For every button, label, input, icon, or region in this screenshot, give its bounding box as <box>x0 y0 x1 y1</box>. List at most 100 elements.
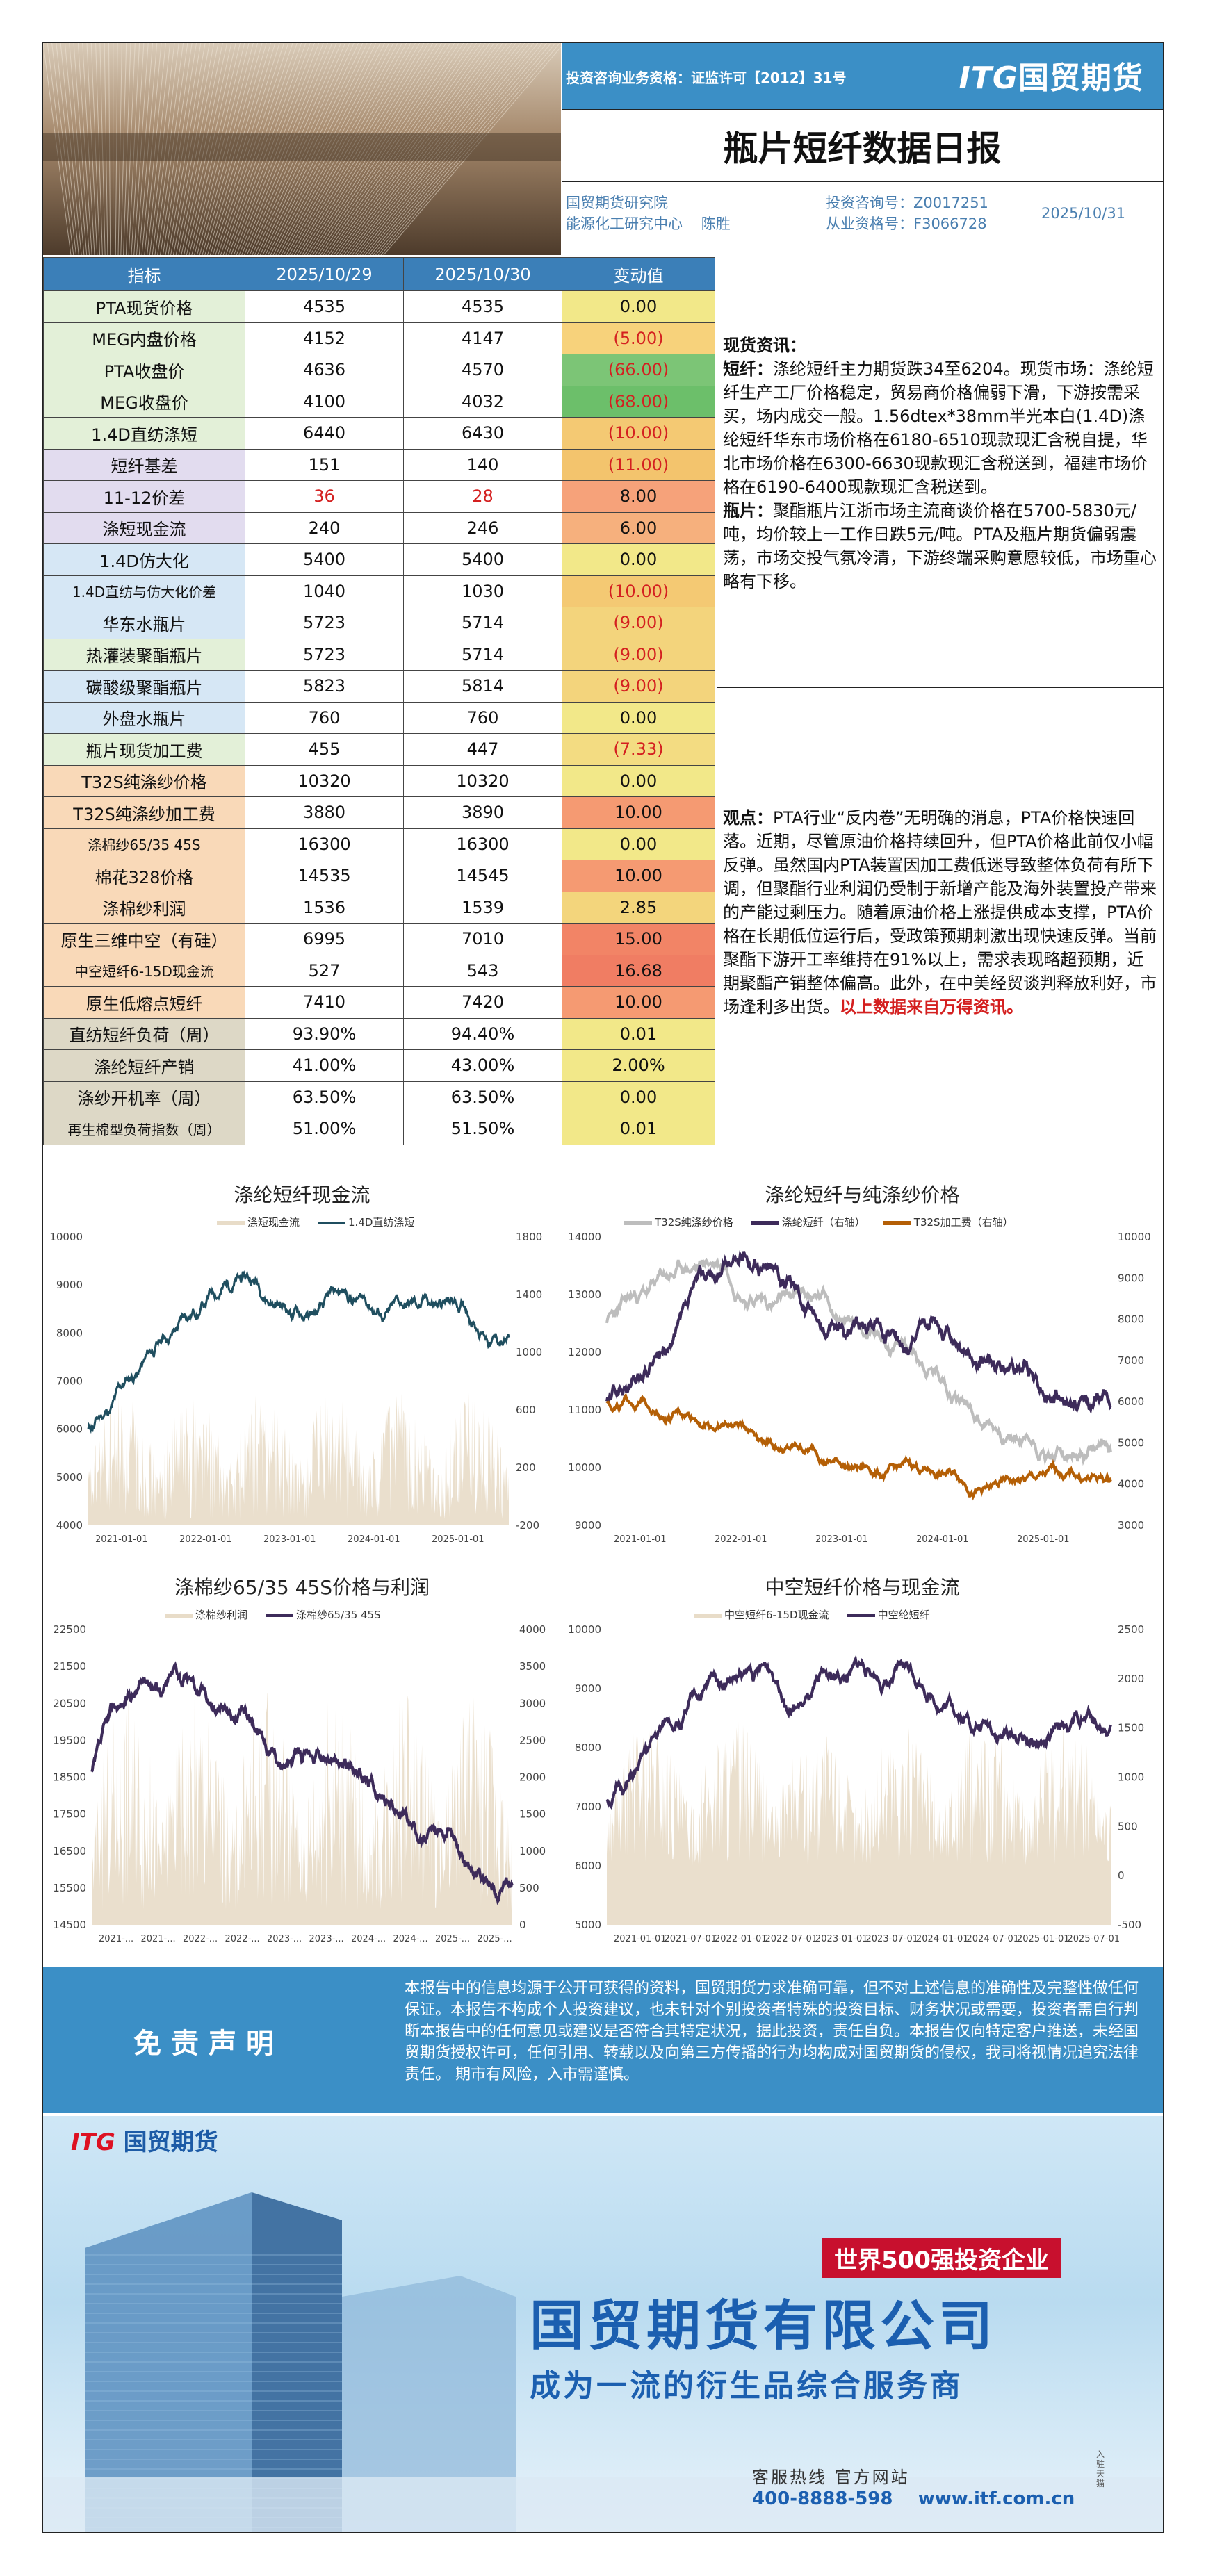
chart-svg: 14000 13000 12000 11000 10000 9000 10000 9000 80… <box>568 1231 1151 1545</box>
value-cell-date1: 5400 <box>245 543 404 576</box>
y-tick-left: 10000 <box>49 1231 83 1243</box>
change-cell: (7.33) <box>562 733 715 766</box>
chart-svg: 1000090008000700060005000250020001500100… <box>568 1623 1144 1944</box>
x-tick: 2023-01-01 <box>815 1534 868 1545</box>
y-tick-left: 10000 <box>568 1461 601 1474</box>
change-cell: (5.00) <box>562 322 715 354</box>
table-row: 华东水瓶片 5723 5714 (9.00) <box>43 607 715 639</box>
y-tick-right: 1500 <box>1118 1722 1144 1734</box>
line-series <box>605 1654 1112 1810</box>
ad-slogan-top: 世界500强投资企业 <box>822 2238 1061 2278</box>
change-cell: 2.00% <box>562 1049 715 1082</box>
table-row: T32S纯涤纱加工费 3880 3890 10.00 <box>43 796 715 829</box>
value-cell-date2: 4535 <box>403 290 562 323</box>
value-cell-date1: 16300 <box>245 828 404 860</box>
change-cell: (9.00) <box>562 670 715 703</box>
table-row: 瓶片现货加工费 455 447 (7.33) <box>43 733 715 766</box>
value-cell-date1: 5723 <box>245 607 404 639</box>
chart-hollow-sf: 中空短纤价格与现金流 中空短纤6-15D现金流 中空纶短纤 10000 9000 8… <box>562 1567 1163 1963</box>
chart-svg: 22500 21500 20500 19500 18500 17500 16500 15500… <box>53 1623 546 1944</box>
indicator-cell: 瓶片现货加工费 <box>43 733 245 766</box>
y-tick-left: 11000 <box>568 1404 601 1416</box>
y-tick-right: 5000 <box>1118 1436 1144 1449</box>
value-cell-date1: 5723 <box>245 638 404 671</box>
area-series <box>607 1720 1111 1925</box>
change-cell: (11.00) <box>562 448 715 481</box>
table-row: T32S纯涤纱价格 10320 10320 0.00 <box>43 764 715 797</box>
indicator-cell: 1.4D直纺涤短 <box>43 417 245 450</box>
chart-legend: 中空短纤6-15D现金流 中空纶短纤 <box>694 1607 930 1622</box>
value-cell-date1: 760 <box>245 701 404 734</box>
chart-svg: 10000 9000 8000 7000 6000 5000 4000 1800 1400 100… <box>49 1231 542 1545</box>
value-cell-date1: 3880 <box>245 796 404 829</box>
ad-website[interactable]: www.itf.com.cn <box>918 2488 1075 2509</box>
value-cell-date1: 6440 <box>245 417 404 450</box>
x-tick: 2021-... <box>141 1934 176 1944</box>
x-tick: 2025-01-01 <box>1017 1534 1070 1545</box>
value-cell-date1: 1040 <box>245 575 404 607</box>
y-tick-right: 1500 <box>519 1808 546 1821</box>
y-tick-right: 7000 <box>1118 1354 1144 1367</box>
value-cell-date1: 4100 <box>245 385 404 418</box>
spot-news-box: 现货资讯： 短纤：涤纶短纤主力期货跌34至6204。现货市场：涤纶短纤生产工厂价… <box>717 257 1164 688</box>
y-tick-right: 6000 <box>1118 1395 1144 1408</box>
y-tick-left: 9000 <box>56 1279 83 1291</box>
value-cell-date1: 36 <box>245 480 404 513</box>
indicator-cell: T32S纯涤纱价格 <box>43 764 245 797</box>
indicator-cell: 原生低熔点短纤 <box>43 986 245 1019</box>
change-cell: 2.85 <box>562 891 715 924</box>
indicator-cell: 原生三维中空（有硅） <box>43 923 245 955</box>
indicator-cell: 涤棉纱利润 <box>43 891 245 924</box>
change-cell: (68.00) <box>562 385 715 418</box>
value-cell-date2: 1030 <box>403 575 562 607</box>
x-tick: 2023-01-01 <box>815 1934 868 1944</box>
x-tick: 2022-01-01 <box>715 1534 767 1545</box>
indicator-cell: MEG收盘价 <box>43 385 245 418</box>
table-row: 外盘水瓶片 760 760 0.00 <box>43 701 715 734</box>
change-cell: 15.00 <box>562 923 715 955</box>
y-tick-right: 0 <box>519 1919 526 1931</box>
table-row: 热灌装聚酯瓶片 5723 5714 (9.00) <box>43 638 715 671</box>
y-tick-left: 9000 <box>575 1519 601 1532</box>
chart-title: 中空短纤价格与现金流 <box>765 1576 960 1599</box>
indicator-cell: 1.4D直纺与仿大化价差 <box>43 575 245 607</box>
table-row: PTA收盘价 4636 4570 (66.00) <box>43 354 715 386</box>
brand-logo: ITG国贸期货 <box>959 53 1144 97</box>
value-cell-date1: 41.00% <box>245 1049 404 1082</box>
chart-sf-cashflow: 涤纶短纤现金流 涤短现金流 1.4D直纺涤短 10000 9000 8000 7000… <box>43 1174 561 1564</box>
indicator-cell: MEG内盘价格 <box>43 322 245 354</box>
y-tick-right: 0 <box>1118 1869 1125 1882</box>
y-tick-left: 10000 <box>568 1623 601 1636</box>
value-cell-date1: 14535 <box>245 860 404 892</box>
ad-logo: ITG 国贸期货 <box>71 2123 218 2157</box>
y-tick-left: 8000 <box>575 1741 601 1754</box>
area-series <box>88 1393 509 1525</box>
y-tick-left: 5000 <box>56 1471 83 1484</box>
x-tick: 2025-01-01 <box>432 1534 484 1545</box>
author: 陈胜 <box>701 215 731 232</box>
institute: 国贸期货研究院 <box>566 195 668 211</box>
y-tick-right: 9000 <box>1118 1272 1144 1284</box>
x-tick: 2021-01-01 <box>614 1534 667 1545</box>
table-row: 涤纱开机率（周） 63.50% 63.50% 0.00 <box>43 1081 715 1113</box>
change-cell: (10.00) <box>562 417 715 450</box>
y-tick-right: 10000 <box>1118 1231 1151 1243</box>
line-series <box>87 1270 510 1434</box>
indicator-cell: 涤棉纱65/35 45S <box>43 828 245 860</box>
y-tick-left: 16500 <box>53 1845 86 1857</box>
y-tick-right: 4000 <box>519 1623 546 1636</box>
disclaimer: 免责声明 本报告中的信息均源于公开可获得的资料，国贸期货力求准确可靠，但不对上述… <box>43 1967 1163 2113</box>
page-title: 瓶片短纤数据日报 <box>562 109 1163 182</box>
value-cell-date2: 6430 <box>403 417 562 450</box>
value-cell-date2: 7010 <box>403 923 562 955</box>
chart-legend: 涤棉纱利润 涤棉纱65/35 45S <box>165 1607 381 1622</box>
y-tick-left: 8000 <box>56 1327 83 1339</box>
indicator-cell: 1.4D仿大化 <box>43 543 245 576</box>
y-tick-right: 3000 <box>519 1697 546 1709</box>
value-cell-date2: 5400 <box>403 543 562 576</box>
value-cell-date2: 447 <box>403 733 562 766</box>
y-tick-right: 2500 <box>1118 1623 1144 1636</box>
legend-label: 中空纶短纤 <box>877 1609 930 1621</box>
value-cell-date2: 4032 <box>403 385 562 418</box>
value-cell-date2: 4147 <box>403 322 562 354</box>
